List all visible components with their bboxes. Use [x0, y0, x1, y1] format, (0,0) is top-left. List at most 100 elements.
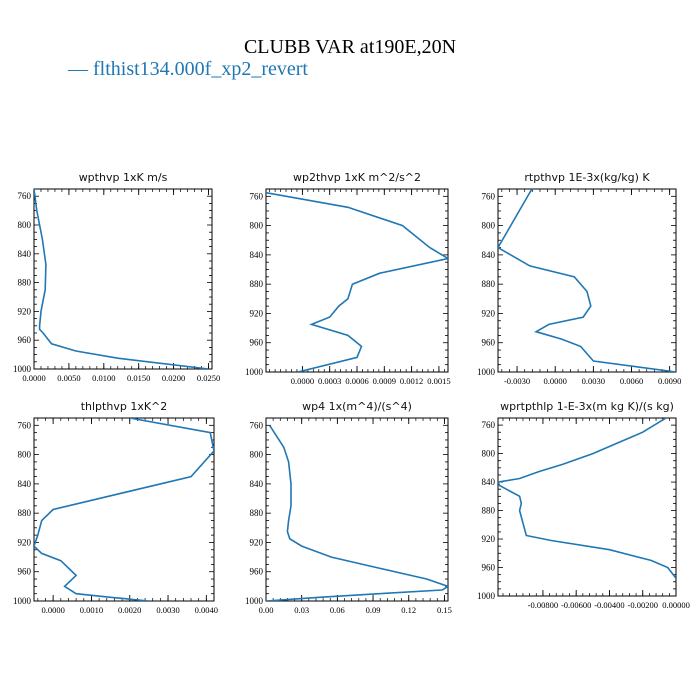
y-tick-label: 880	[18, 508, 32, 518]
panel-title: rtpthvp 1E-3x(kg/kg) K	[524, 171, 650, 184]
y-tick-label: 1000	[477, 367, 496, 377]
x-tick-label: 0.0009	[373, 376, 396, 386]
x-tick-label: 0.0000	[291, 376, 314, 386]
y-tick-label: 920	[18, 537, 32, 547]
panel-title: wprtpthlp 1-E-3x(m kg K)/(s kg)	[500, 400, 674, 413]
y-tick-label: 760	[482, 191, 496, 201]
x-tick-label: 0.0015	[427, 376, 450, 386]
x-tick-label: 0.0030	[582, 376, 605, 386]
y-tick-label: 840	[18, 249, 32, 259]
x-tick-label: 0.0020	[118, 605, 141, 615]
y-tick-label: 800	[18, 220, 32, 230]
x-tick-label: -0.00800	[528, 600, 558, 610]
x-tick-label: 0.00	[259, 605, 274, 615]
x-tick-label: -0.00600	[561, 600, 591, 610]
series-line	[266, 191, 448, 372]
y-tick-label: 920	[250, 537, 264, 547]
y-tick-label: 840	[482, 477, 496, 487]
y-tick-label: 800	[250, 450, 264, 460]
series-line	[34, 418, 214, 601]
y-tick-label: 760	[250, 191, 264, 201]
x-tick-label: 0.0000	[41, 605, 64, 615]
y-tick-label: 840	[250, 479, 264, 489]
x-tick-label: 0.0060	[620, 376, 643, 386]
y-tick-label: 840	[250, 250, 264, 260]
y-tick-label: 760	[482, 420, 496, 430]
panel-title: wp2thvp 1xK m^2/s^2	[293, 171, 421, 184]
x-tick-label: -0.00400	[594, 600, 624, 610]
panel-1: wpthvp 1xK m/s76080084088092096010000.00…	[13, 171, 220, 383]
x-tick-label: -0.0030	[504, 376, 530, 386]
x-tick-label: 0.12	[401, 605, 416, 615]
panel-title: wpthvp 1xK m/s	[79, 171, 168, 184]
plot-frame	[497, 188, 677, 373]
series-line	[34, 189, 209, 369]
y-tick-label: 760	[18, 420, 32, 430]
plot-frame	[265, 188, 449, 373]
x-tick-label: 0.0250	[197, 373, 220, 383]
x-tick-label: 0.0050	[57, 373, 80, 383]
main-title: CLUBB VAR at190E,20N	[243, 36, 457, 58]
y-tick-label: 760	[250, 420, 264, 430]
y-tick-label: 800	[18, 450, 32, 460]
y-tick-label: 1000	[245, 367, 264, 377]
x-tick-label: 0.0100	[92, 373, 115, 383]
series-line	[266, 424, 448, 601]
panel-6: wprtpthlp 1-E-3x(m kg K)/(s kg) 760 800 840…	[477, 400, 690, 610]
y-tick-label: 960	[18, 335, 32, 345]
y-tick-label: 920	[482, 308, 496, 318]
y-tick-label: 880	[250, 279, 264, 289]
y-tick-label: 1000	[245, 596, 264, 606]
y-tick-label: 880	[250, 508, 264, 518]
x-tick-label: 0.0010	[80, 605, 103, 615]
plot-frame	[33, 188, 213, 370]
panel-title: thlpthvp 1xK^2	[81, 400, 168, 413]
panel-title: wp4 1x(m^4)/(s^4)	[302, 400, 412, 413]
y-tick-label: 920	[482, 534, 496, 544]
x-tick-label: 0.09	[366, 605, 381, 615]
y-tick-label: 800	[482, 221, 496, 231]
y-tick-label: 960	[482, 563, 496, 573]
y-tick-label: 880	[482, 279, 496, 289]
x-tick-label: 0.00000	[662, 600, 690, 610]
y-tick-label: 800	[482, 449, 496, 459]
panel-5: wp4 1x(m^4)/(s^4)76080084088092096010000…	[245, 400, 452, 615]
plot-frame	[265, 417, 449, 602]
y-tick-label: 960	[18, 567, 32, 577]
x-tick-label: 0.15	[437, 605, 452, 615]
panel-2: wp2thvp 1xK m^2/s^2 760 800 840 880 920 960 100…	[245, 171, 451, 386]
x-tick-label: 0.03	[294, 605, 309, 615]
x-tick-label: 0.0003	[318, 376, 341, 386]
y-tick-label: 960	[482, 338, 496, 348]
legend-entry: — flthist134.000f_xp2_revert	[68, 58, 308, 80]
y-tick-label: 1000	[477, 591, 496, 601]
x-tick-label: 0.0150	[127, 373, 150, 383]
x-tick-label: 0.0012	[400, 376, 423, 386]
x-tick-label: -0.00200	[627, 600, 657, 610]
x-tick-label: 0.0200	[162, 373, 185, 383]
y-tick-label: 1000	[13, 364, 32, 374]
x-tick-label: 0.0090	[658, 376, 681, 386]
x-tick-label: 0.06	[330, 605, 345, 615]
x-tick-label: 0.0000	[22, 373, 45, 383]
series-line	[498, 189, 676, 372]
y-tick-label: 840	[482, 250, 496, 260]
y-tick-label: 960	[250, 567, 264, 577]
y-tick-label: 920	[250, 308, 264, 318]
panel-3: rtpthvp 1E-3x(kg/kg) K 760 800 840 880 920 960…	[477, 171, 681, 386]
panel-4: thlpthvp 1xK^2 760 800 840 880 920 960 1000 0.00…	[13, 400, 218, 615]
x-tick-label: 0.0030	[156, 605, 179, 615]
plot-frame	[497, 417, 677, 597]
y-tick-label: 880	[482, 506, 496, 516]
series-line	[498, 418, 676, 579]
y-tick-label: 960	[250, 338, 264, 348]
x-tick-label: 0.0040	[195, 605, 218, 615]
y-tick-label: 760	[18, 191, 32, 201]
y-tick-label: 920	[18, 306, 32, 316]
y-tick-label: 880	[18, 278, 32, 288]
x-tick-label: 0.0006	[345, 376, 368, 386]
y-tick-label: 1000	[13, 596, 32, 606]
x-tick-label: 0.0000	[544, 376, 567, 386]
y-tick-label: 840	[18, 479, 32, 489]
